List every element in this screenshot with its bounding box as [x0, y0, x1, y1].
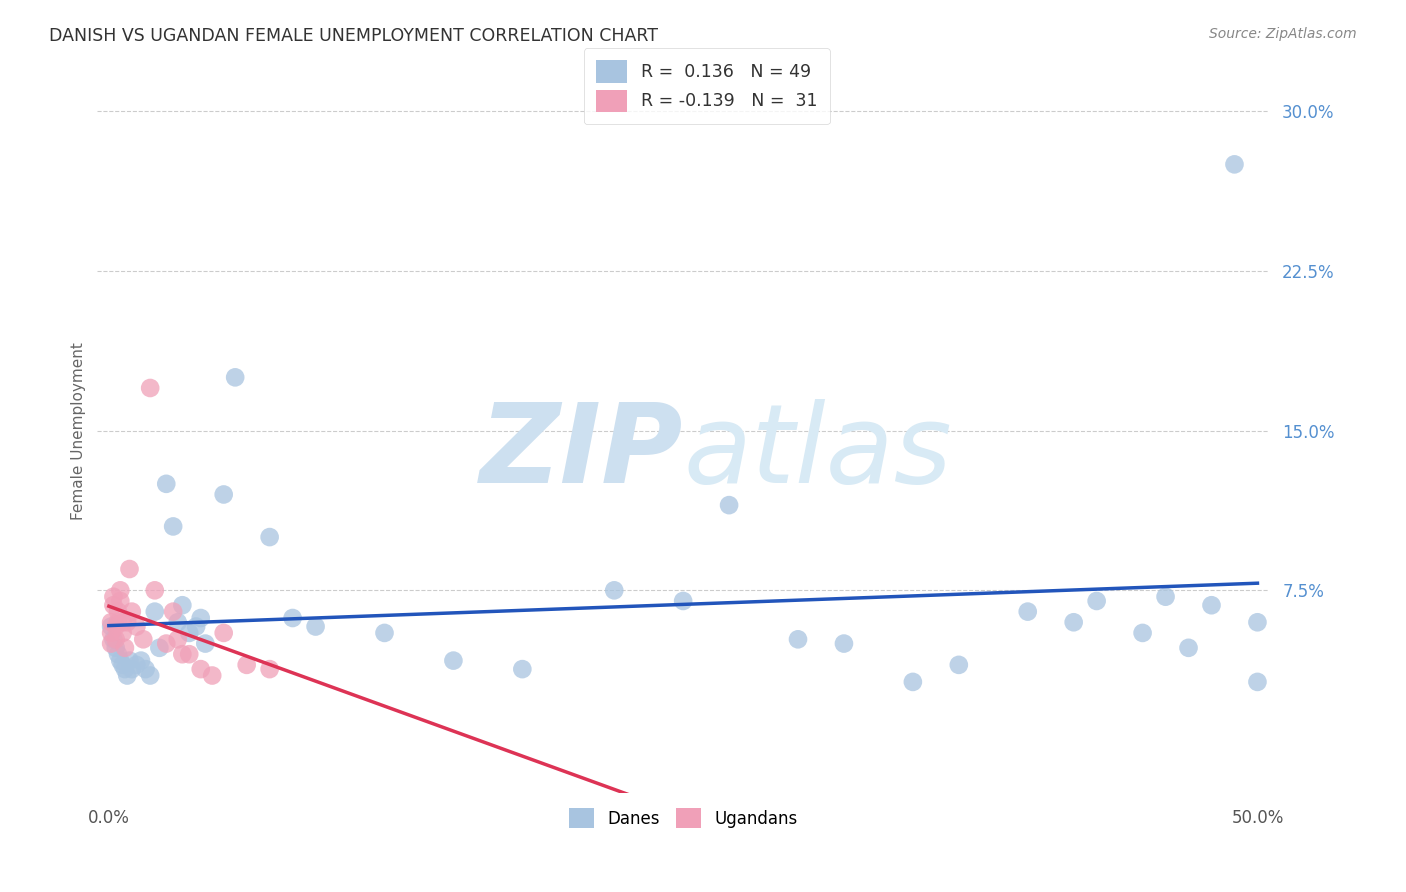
- Ugandans: [121, 605, 143, 619]
- Danes: [104, 640, 127, 655]
- Ugandans: [259, 662, 281, 676]
- Danes: [100, 619, 122, 633]
- Ugandans: [201, 668, 224, 682]
- Danes: [172, 599, 194, 613]
- Danes: [304, 619, 326, 633]
- Ugandans: [162, 605, 184, 619]
- Danes: [162, 519, 184, 533]
- Danes: [901, 674, 924, 689]
- Danes: [1017, 605, 1039, 619]
- Ugandans: [179, 647, 201, 661]
- Danes: [1246, 674, 1268, 689]
- Danes: [212, 487, 235, 501]
- Danes: [1085, 594, 1108, 608]
- Danes: [441, 654, 464, 668]
- Ugandans: [143, 583, 166, 598]
- Danes: [114, 662, 136, 676]
- Danes: [718, 498, 741, 512]
- Danes: [1132, 626, 1154, 640]
- Ugandans: [132, 632, 155, 647]
- Danes: [111, 657, 134, 672]
- Danes: [224, 370, 246, 384]
- Ugandans: [103, 599, 125, 613]
- Danes: [107, 647, 129, 661]
- Ugandans: [190, 662, 212, 676]
- Text: ZIP: ZIP: [479, 399, 683, 506]
- Ugandans: [111, 626, 134, 640]
- Danes: [179, 626, 201, 640]
- Danes: [184, 619, 207, 633]
- Danes: [1154, 590, 1177, 604]
- Danes: [603, 583, 626, 598]
- Ugandans: [212, 626, 235, 640]
- Danes: [787, 632, 810, 647]
- Ugandans: [235, 657, 257, 672]
- Danes: [832, 636, 855, 650]
- Ugandans: [100, 626, 122, 640]
- Danes: [148, 640, 170, 655]
- Danes: [121, 662, 143, 676]
- Danes: [125, 657, 148, 672]
- Ugandans: [114, 640, 136, 655]
- Ugandans: [125, 619, 148, 633]
- Text: Source: ZipAtlas.com: Source: ZipAtlas.com: [1209, 27, 1357, 41]
- Ugandans: [110, 583, 132, 598]
- Danes: [129, 654, 152, 668]
- Danes: [139, 668, 162, 682]
- Danes: [1246, 615, 1268, 630]
- Ugandans: [111, 615, 134, 630]
- Ugandans: [139, 381, 162, 395]
- Ugandans: [110, 594, 132, 608]
- Text: DANISH VS UGANDAN FEMALE UNEMPLOYMENT CORRELATION CHART: DANISH VS UGANDAN FEMALE UNEMPLOYMENT CO…: [49, 27, 658, 45]
- Legend: Danes, Ugandans: Danes, Ugandans: [562, 801, 804, 835]
- Ugandans: [103, 590, 125, 604]
- Danes: [281, 611, 304, 625]
- Danes: [143, 605, 166, 619]
- Danes: [373, 626, 395, 640]
- Danes: [1223, 157, 1246, 171]
- Ugandans: [100, 615, 122, 630]
- Ugandans: [107, 615, 129, 630]
- Ugandans: [118, 562, 141, 576]
- Ugandans: [100, 636, 122, 650]
- Danes: [190, 611, 212, 625]
- Danes: [194, 636, 217, 650]
- Ugandans: [107, 605, 129, 619]
- Danes: [1201, 599, 1223, 613]
- Ugandans: [104, 632, 127, 647]
- Danes: [259, 530, 281, 544]
- Ugandans: [115, 615, 138, 630]
- Danes: [1063, 615, 1085, 630]
- Danes: [103, 632, 125, 647]
- Danes: [155, 476, 177, 491]
- Danes: [135, 662, 157, 676]
- Text: atlas: atlas: [683, 399, 952, 506]
- Ugandans: [104, 619, 127, 633]
- Danes: [118, 654, 141, 668]
- Y-axis label: Female Unemployment: Female Unemployment: [72, 342, 86, 519]
- Danes: [1177, 640, 1199, 655]
- Danes: [110, 654, 132, 668]
- Danes: [166, 615, 188, 630]
- Danes: [115, 668, 138, 682]
- Ugandans: [166, 632, 188, 647]
- Danes: [512, 662, 534, 676]
- Ugandans: [155, 636, 177, 650]
- Danes: [948, 657, 970, 672]
- Danes: [672, 594, 695, 608]
- Ugandans: [172, 647, 194, 661]
